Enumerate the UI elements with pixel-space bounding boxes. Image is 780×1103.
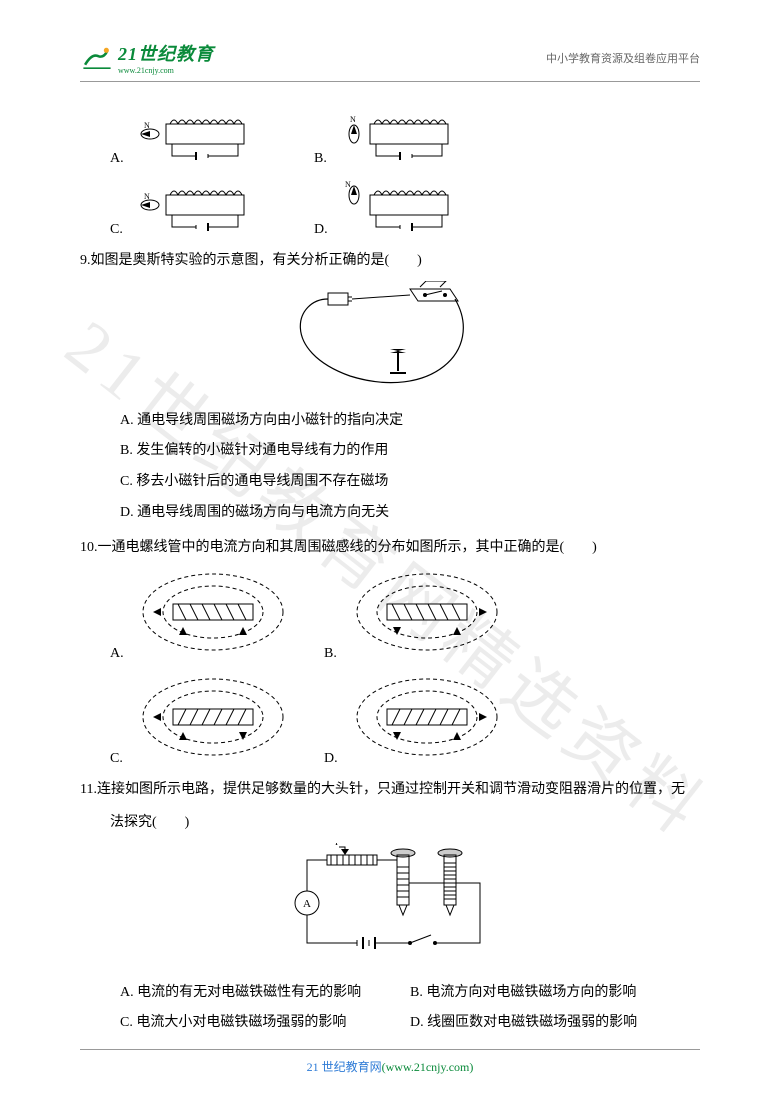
- q8-option-a-label: A.: [110, 151, 130, 167]
- q9-choice-a: A. 通电导线周围磁场方向由小磁针的指向决定: [120, 406, 700, 437]
- page-header: 21世纪教育 www.21cnjy.com 中小学教育资源及组卷应用平台: [80, 40, 700, 82]
- q9-figure: [80, 281, 700, 396]
- q10-stem: 10.一通电螺线管中的电流方向和其周围磁感线的分布如图所示，其中正确的是( ): [80, 535, 700, 562]
- footer-url: (www.21cnjy.com): [382, 1060, 474, 1074]
- header-tagline: 中小学教育资源及组卷应用平台: [546, 50, 700, 66]
- q11-figure: P A: [80, 843, 700, 968]
- footer-site: 21 世纪教育网: [307, 1060, 382, 1074]
- svg-text:N: N: [144, 121, 150, 130]
- q9-choice-b: B. 发生偏转的小磁针对通电导线有力的作用: [120, 436, 700, 467]
- logo-domain: www.21cnjy.com: [118, 66, 214, 75]
- page-footer: 21 世纪教育网(www.21cnjy.com): [0, 1049, 780, 1075]
- q8-option-c-label: C.: [110, 222, 130, 238]
- q9-choice-d: D. 通电导线周围的磁场方向与电流方向无关: [120, 498, 700, 529]
- q8-option-b-figure: N: [342, 106, 472, 167]
- q11-choice-a: A. 电流的有无对电磁铁磁性有无的影响: [120, 978, 410, 1009]
- svg-text:P: P: [335, 843, 340, 847]
- q10-option-b-figure: [352, 567, 502, 662]
- svg-text:N: N: [350, 115, 356, 124]
- q10-option-a-figure: [138, 567, 288, 662]
- svg-text:A: A: [303, 898, 311, 910]
- q11-choice-b: B. 电流方向对电磁铁磁场方向的影响: [410, 978, 700, 1009]
- q8-options-row2: C. N D. N: [110, 177, 700, 238]
- q10-option-d-figure: [352, 672, 502, 767]
- q11-choice-c: C. 电流大小对电磁铁磁场强弱的影响: [120, 1008, 410, 1039]
- q10-option-c-figure: [138, 672, 288, 767]
- q8-option-b-label: B.: [314, 151, 334, 167]
- q9-choices: A. 通电导线周围磁场方向由小磁针的指向决定 B. 发生偏转的小磁针对通电导线有…: [80, 406, 700, 529]
- q10-option-a-label: A.: [110, 646, 130, 662]
- page-content: 21世纪教育 www.21cnjy.com 中小学教育资源及组卷应用平台 A. …: [0, 0, 780, 1099]
- q10-options-row2: C. D.: [110, 672, 700, 767]
- q10-options-row1: A. B.: [110, 567, 700, 662]
- svg-text:N: N: [345, 180, 351, 189]
- q10-option-b-label: B.: [324, 646, 344, 662]
- footer-divider: [80, 1049, 700, 1050]
- q10-option-c-label: C.: [110, 751, 130, 767]
- q9-choice-c: C. 移去小磁针后的通电导线周围不存在磁场: [120, 467, 700, 498]
- logo-runner-icon: [80, 44, 114, 72]
- q10-option-d-label: D.: [324, 751, 344, 767]
- q8-option-d-figure: N: [342, 177, 472, 238]
- q9-stem: 9.如图是奥斯特实验的示意图，有关分析正确的是( ): [80, 248, 700, 275]
- logo: 21世纪教育 www.21cnjy.com: [80, 40, 214, 75]
- svg-text:N: N: [144, 192, 150, 201]
- q8-option-d-label: D.: [314, 222, 334, 238]
- q11-stem-line2: 法探究( ): [80, 810, 700, 837]
- footer-text: 21 世纪教育网(www.21cnjy.com): [0, 1058, 780, 1075]
- q11-stem-line1: 11.连接如图所示电路，提供足够数量的大头针，只通过控制开关和调节滑动变阻器滑片…: [80, 777, 700, 804]
- q8-option-c-figure: N: [138, 177, 268, 238]
- q8-options-row1: A. N B.: [110, 106, 700, 167]
- logo-brand: 21世纪教育: [118, 40, 214, 66]
- q11-choice-d: D. 线圈匝数对电磁铁磁场强弱的影响: [410, 1008, 700, 1039]
- q11-choices: A. 电流的有无对电磁铁磁性有无的影响 B. 电流方向对电磁铁磁场方向的影响 C…: [80, 978, 700, 1040]
- q8-option-a-figure: N: [138, 106, 268, 167]
